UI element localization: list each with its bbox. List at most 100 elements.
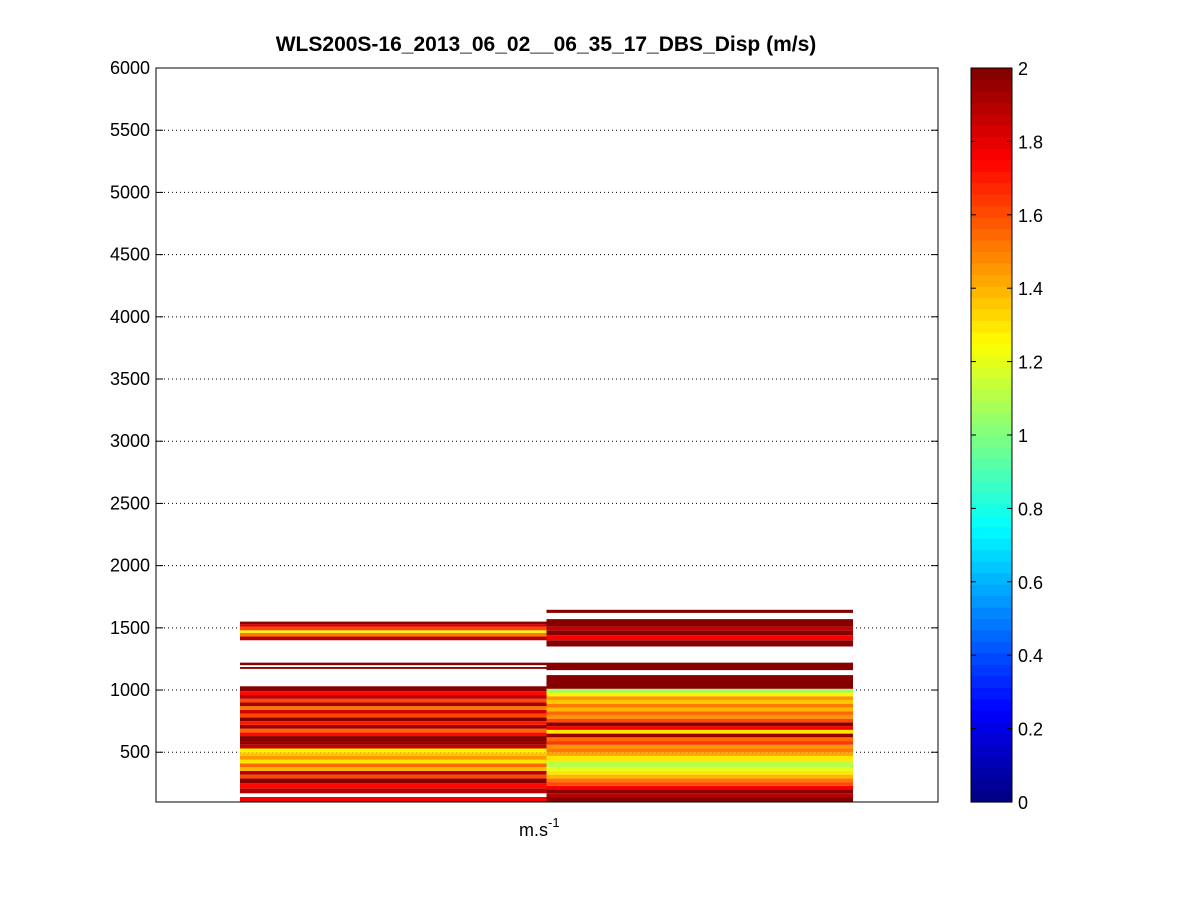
colorbar-strip [971, 159, 1012, 172]
colorbar-strip [971, 343, 1012, 356]
colorbar-strip [971, 756, 1012, 769]
colorbar-strip [971, 148, 1012, 161]
colorbar-strip [971, 687, 1012, 700]
x-axis-label-base: m.s [519, 820, 548, 840]
heatmap-cell [240, 695, 547, 699]
colorbar-strip [971, 584, 1012, 597]
colorbar-strip [971, 538, 1012, 551]
colorbar-strip [971, 113, 1012, 126]
heatmap-cell [240, 724, 547, 729]
colorbar-strips [971, 68, 1012, 803]
colorbar-strip [971, 641, 1012, 654]
heatmap-cell [240, 662, 547, 666]
heatmap-cell [240, 752, 547, 756]
y-tick-label: 5500 [110, 120, 150, 140]
chart-title: WLS200S-16_2013_06_02__06_35_17_DBS_Disp… [276, 33, 817, 56]
colorbar-strip [971, 217, 1012, 230]
heatmap-cell [240, 698, 547, 703]
heatmap-cells [240, 609, 853, 802]
heatmap-cell [546, 692, 853, 697]
y-tick-label: 2000 [110, 556, 150, 576]
heatmap-cell [546, 630, 853, 636]
heatmap-cell [546, 626, 853, 631]
colorbar-tick-label: 1.6 [1018, 206, 1043, 226]
heatmap-cell [240, 797, 547, 802]
heatmap-cell [240, 686, 547, 692]
colorbar-strip [971, 618, 1012, 631]
colorbar-strip [971, 423, 1012, 436]
heatmap-cell [546, 737, 853, 742]
colorbar-strip [971, 297, 1012, 310]
colorbar-tick-label: 0.8 [1018, 499, 1043, 519]
y-tick-label: 500 [120, 742, 150, 762]
colorbar-frame [970, 67, 1013, 803]
plot-area: 500 1000 1500 2000 2500 3000 3500 4000 4500 5000 5… [110, 58, 939, 803]
heatmap-cell [240, 759, 547, 764]
heatmap-cell [546, 662, 853, 671]
heatmap-cell [546, 744, 853, 749]
colorbar-strip [971, 79, 1012, 92]
colorbar-tick-label: 1.2 [1018, 353, 1043, 373]
colorbar-tick-label: 1.4 [1018, 279, 1043, 299]
heatmap-cell [240, 728, 547, 733]
colorbar-tick-label: 0 [1018, 793, 1028, 813]
colorbar-strip [971, 515, 1012, 528]
heatmap-cell [546, 760, 853, 768]
heatmap-cell [546, 789, 853, 794]
heatmap-cell [546, 714, 853, 719]
colorbar-strip [971, 733, 1012, 746]
colorbar-strip [971, 526, 1012, 539]
colorbar-strip [971, 446, 1012, 459]
colorbar-strip [971, 182, 1012, 195]
colorbar-strip [971, 572, 1012, 585]
y-tick-label: 3000 [110, 431, 150, 451]
heatmap-cell [240, 736, 547, 742]
heatmap-cell [240, 667, 547, 669]
heatmap-cell [240, 732, 547, 737]
y-tick-label: 5000 [110, 182, 150, 202]
colorbar-strip [971, 790, 1012, 803]
heatmap-cell [546, 619, 853, 627]
heatmap-cell [546, 797, 853, 802]
colorbar-strip [971, 549, 1012, 562]
colorbar-strip [971, 136, 1012, 149]
heatmap-cell [240, 755, 547, 760]
heatmap-cell [546, 711, 853, 715]
heatmap-cell [546, 696, 853, 700]
heatmap-cell [546, 748, 853, 753]
colorbar-strip [971, 652, 1012, 665]
heatmap-cell [546, 707, 853, 712]
heatmap-cell [240, 774, 547, 779]
heatmap-cell [546, 699, 853, 704]
heatmap-cell [546, 703, 853, 708]
heatmap-cell [546, 755, 853, 761]
heatmap-cell [546, 785, 853, 790]
plot-frame [155, 67, 939, 803]
colorbar-tick-label: 2 [1018, 59, 1028, 79]
colorbar-strip [971, 721, 1012, 734]
heatmap-cell [546, 793, 853, 798]
x-axis-label-exponent: -1 [548, 815, 560, 830]
colorbar-strip [971, 102, 1012, 115]
colorbar-strip [971, 90, 1012, 104]
heatmap-cell [546, 752, 853, 756]
heatmap-cell [240, 717, 547, 722]
heatmap-cell [546, 782, 853, 786]
colorbar-strip [971, 354, 1012, 367]
y-tick-label: 1000 [110, 680, 150, 700]
colorbar-strip [971, 664, 1012, 677]
heatmap-cell [240, 741, 547, 745]
heatmap-cell [240, 763, 547, 768]
colorbar-strip [971, 308, 1012, 321]
heatmap-cell [546, 729, 853, 734]
colorbar-strip [971, 457, 1012, 471]
colorbar-strip [971, 240, 1012, 253]
heatmap-cell [240, 691, 547, 696]
colorbar-tick-label: 1.8 [1018, 132, 1043, 152]
colorbar-strip [971, 285, 1012, 298]
heatmap-cell [240, 744, 547, 749]
colorbar-strip [971, 331, 1012, 344]
y-tick-label: 6000 [110, 58, 150, 78]
y-tick-label: 2500 [110, 493, 150, 513]
colorbar-strip [971, 607, 1012, 620]
